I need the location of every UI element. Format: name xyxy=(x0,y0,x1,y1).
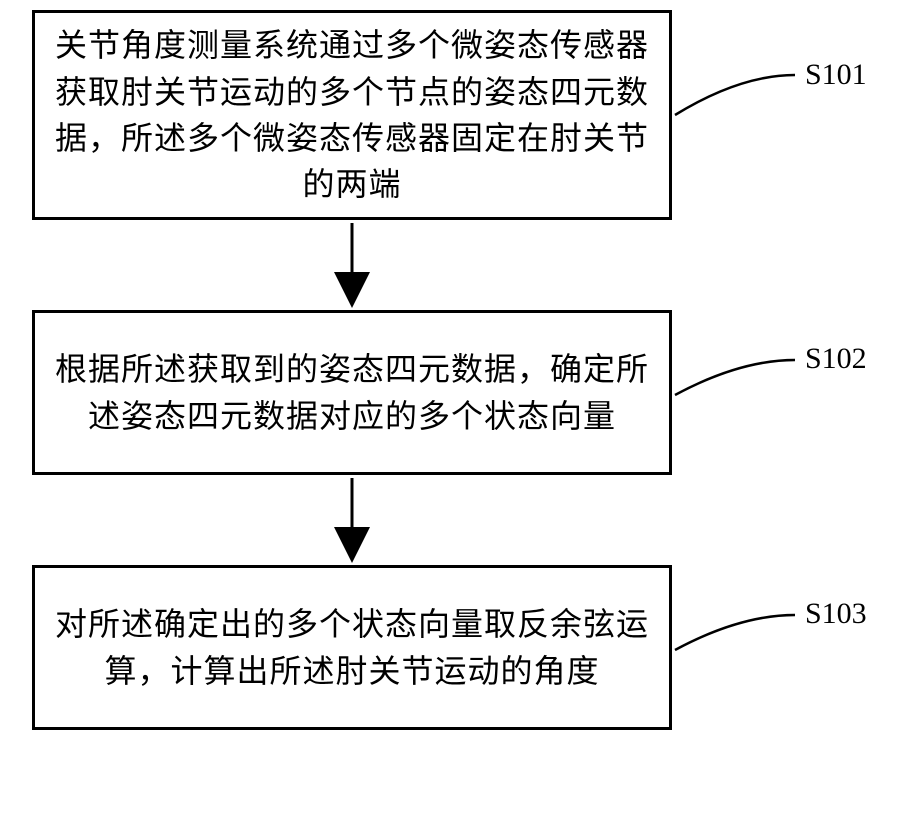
step2-text: 根据所述获取到的姿态四元数据，确定所述姿态四元数据对应的多个状态向量 xyxy=(49,346,655,439)
step2-box: 根据所述获取到的姿态四元数据，确定所述姿态四元数据对应的多个状态向量 xyxy=(32,310,672,475)
step2-label: S102 xyxy=(805,342,867,376)
flowchart-canvas: 关节角度测量系统通过多个微姿态传感器获取肘关节运动的多个节点的姿态四元数据，所述… xyxy=(0,0,910,821)
step1-label: S101 xyxy=(805,58,867,92)
connector-s101 xyxy=(675,75,795,115)
step3-box: 对所述确定出的多个状态向量取反余弦运算，计算出所述肘关节运动的角度 xyxy=(32,565,672,730)
step1-text: 关节角度测量系统通过多个微姿态传感器获取肘关节运动的多个节点的姿态四元数据，所述… xyxy=(49,22,655,208)
step1-box: 关节角度测量系统通过多个微姿态传感器获取肘关节运动的多个节点的姿态四元数据，所述… xyxy=(32,10,672,220)
connector-s102 xyxy=(675,360,795,395)
step3-label: S103 xyxy=(805,597,867,631)
step3-text: 对所述确定出的多个状态向量取反余弦运算，计算出所述肘关节运动的角度 xyxy=(49,601,655,694)
connector-s103 xyxy=(675,615,795,650)
